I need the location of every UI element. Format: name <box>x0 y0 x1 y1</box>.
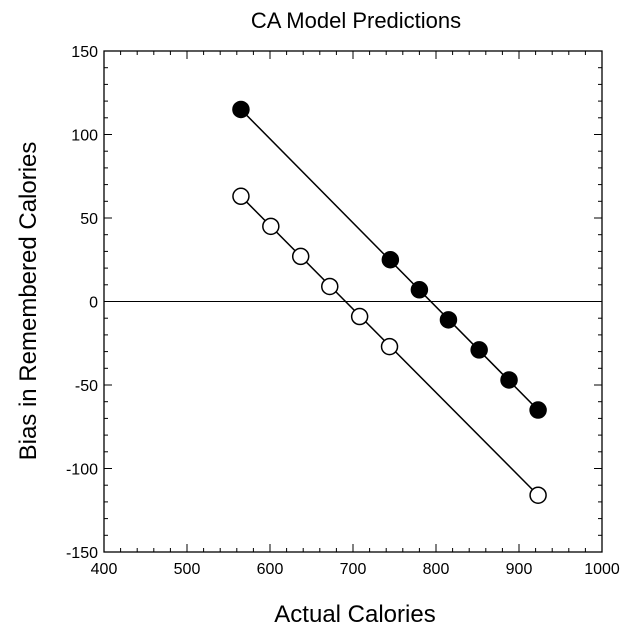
filled-data-point <box>232 100 250 119</box>
y-tick-label: 150 <box>71 44 98 61</box>
chart-title: CA Model Predictions <box>251 8 461 33</box>
y-tick-label: 50 <box>80 211 98 228</box>
open-data-point <box>262 217 280 236</box>
plot-area: 400 500 600 700 800 900 1000 -150 -100 -50 0 50 100 1… <box>66 44 620 578</box>
x-tick-label: 500 <box>174 561 201 578</box>
open-data-point <box>232 187 250 206</box>
open-data-point <box>380 337 399 356</box>
filled-data-point <box>439 311 458 329</box>
x-tick-label: 700 <box>340 561 367 578</box>
filled-data-point <box>529 401 547 419</box>
x-tick-label: 400 <box>91 561 118 578</box>
x-tick-label: 1000 <box>584 561 620 578</box>
y-axis-label: Bias in Remembered Calories <box>15 142 42 461</box>
open-data-point <box>291 247 310 266</box>
open-data-point <box>529 486 547 504</box>
y-tick-label: 100 <box>71 128 98 145</box>
open-data-point <box>321 277 339 296</box>
filled-data-point <box>410 281 429 299</box>
y-tick-label: -50 <box>75 378 98 395</box>
x-tick-label: 900 <box>506 561 533 578</box>
filled-data-point <box>500 371 518 389</box>
filled-data-point <box>470 341 488 359</box>
x-tick-label: 800 <box>423 561 450 578</box>
x-tick-label: 600 <box>257 561 284 578</box>
y-tick-label: 0 <box>89 295 98 312</box>
filled-data-point <box>381 251 400 269</box>
y-tick-label: -150 <box>66 545 98 562</box>
open-data-point <box>350 307 369 326</box>
x-axis-label: Actual Calories <box>274 601 435 628</box>
y-tick-label: -100 <box>66 462 98 479</box>
